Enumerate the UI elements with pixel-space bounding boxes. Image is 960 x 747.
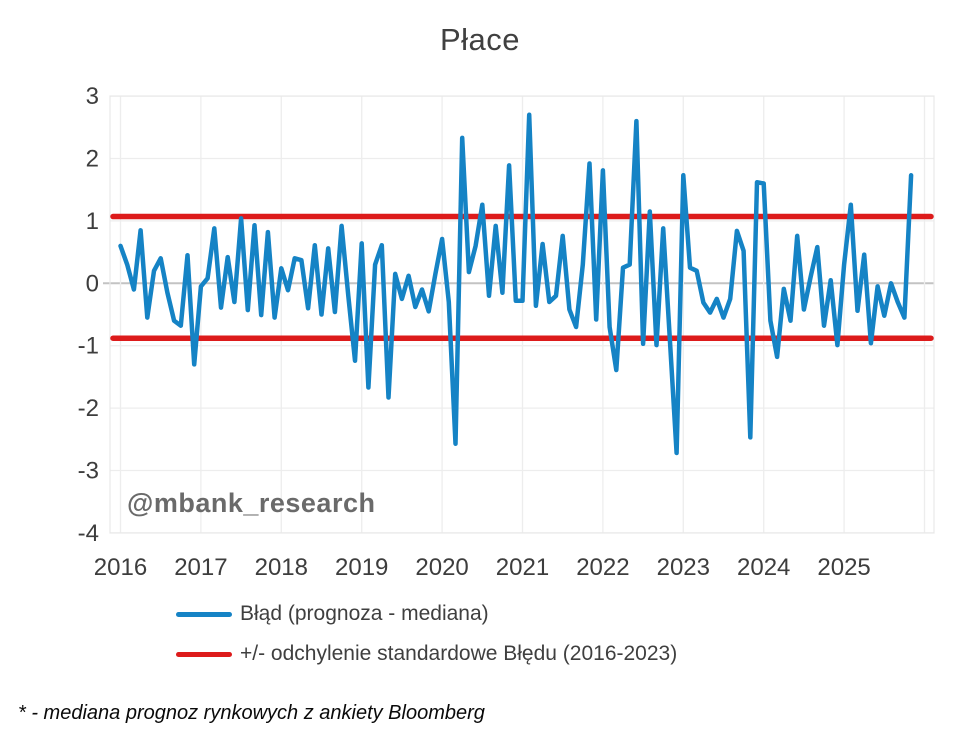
y-tick-label: -4 — [78, 520, 99, 547]
y-tick-label: -1 — [78, 333, 99, 360]
x-tick-label: 2020 — [415, 554, 468, 581]
error-series-line — [118, 112, 914, 456]
chart-title: Płace — [439, 22, 521, 57]
y-tick-label: -2 — [78, 395, 99, 422]
x-tick-label: 2025 — [817, 554, 870, 581]
red-line-swatch — [176, 651, 232, 657]
legend: Błąd (prognoza - mediana) +/- odchylenie… — [176, 602, 677, 666]
y-tick-label: 2 — [86, 146, 99, 173]
y-tick-label: -3 — [78, 458, 99, 485]
chart-svg: 3 2 1 0 -1 -2 -3 -4 2016 2017 2018 2019 2020 2021 2022… — [78, 83, 935, 581]
x-tick-label: 2016 — [94, 554, 147, 581]
x-tick-label: 2024 — [737, 554, 790, 581]
x-tick-label: 2023 — [657, 554, 710, 581]
legend-item-error: Błąd (prognoza - mediana) — [176, 602, 677, 626]
blue-line-swatch — [176, 611, 232, 617]
watermark: @mbank_research — [127, 488, 376, 518]
x-tick-label: 2018 — [255, 554, 308, 581]
y-tick-label: 3 — [86, 83, 99, 110]
footnote: * - mediana prognoz rynkowych z ankiety … — [18, 702, 485, 724]
x-tick-label: 2019 — [335, 554, 388, 581]
x-tick-label: 2017 — [174, 554, 227, 581]
y-tick-label: 1 — [86, 208, 99, 235]
x-tick-label: 2022 — [576, 554, 629, 581]
legend-label-error: Błąd (prognoza - mediana) — [240, 602, 489, 625]
y-tick-label: 0 — [86, 270, 99, 297]
x-tick-label: 2021 — [496, 554, 549, 581]
plot-border — [109, 95, 935, 534]
legend-label-stddev: +/- odchylenie standardowe Błędu (2016-2… — [240, 642, 678, 665]
legend-item-stddev: +/- odchylenie standardowe Błędu (2016-2… — [176, 642, 677, 666]
